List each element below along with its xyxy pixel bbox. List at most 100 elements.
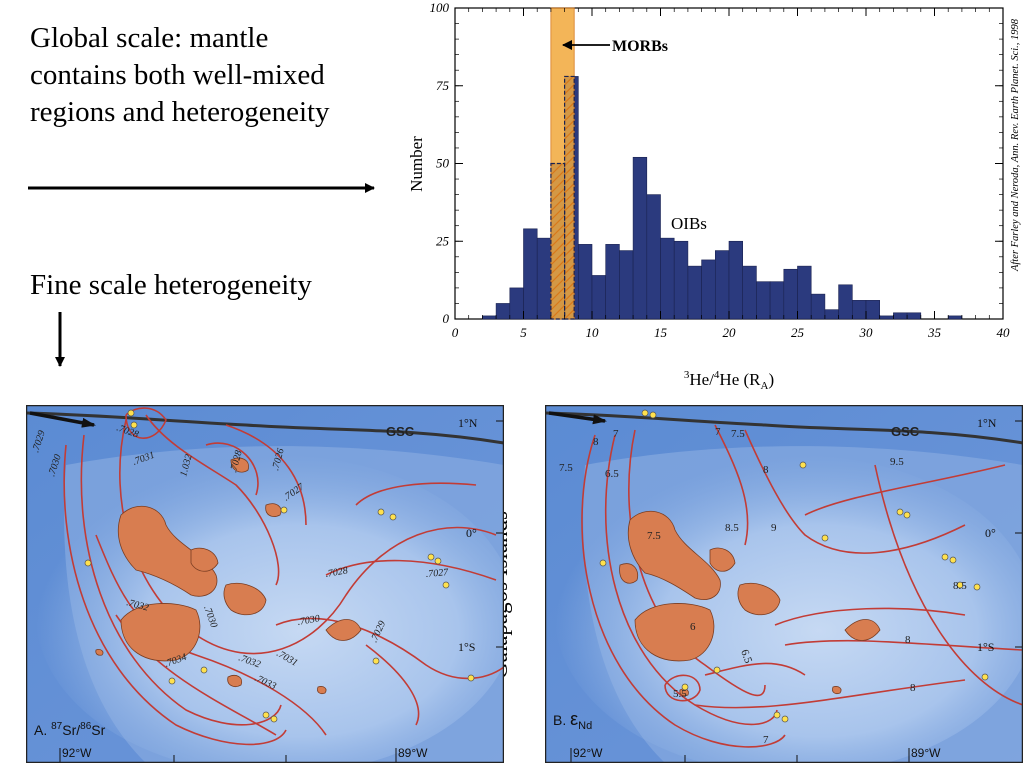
x-tick-label: 35 xyxy=(927,325,942,340)
map-b-islands xyxy=(619,511,881,697)
histogram-bar xyxy=(632,156,648,320)
map-b-lat-labels: 1°N 0° 1°S xyxy=(977,416,997,654)
oibs-label: OIBs xyxy=(671,214,707,233)
map-a-ridge-label: GSC xyxy=(386,424,415,439)
histogram-bar xyxy=(714,250,730,320)
credit-text: After Farley and Neroda, Ann. Rev. Earth… xyxy=(1010,18,1021,272)
contour-label: 5.5 xyxy=(673,688,687,700)
lead-line-3: regions and heterogeneity xyxy=(30,96,330,128)
histogram-bar xyxy=(947,315,963,320)
morbs-label: MORBs xyxy=(612,38,668,55)
morb-hatching xyxy=(550,75,575,320)
x-tick-label: 30 xyxy=(859,325,874,340)
map-nd-isotopes: 8 7 7.5 6.5 7 7.5 8 9.5 7.5 8.5 9 6 6.5 … xyxy=(545,405,1023,763)
histogram-bar xyxy=(865,300,880,320)
y-tick-label: 25 xyxy=(436,233,450,248)
y-tick-label: 75 xyxy=(436,78,450,93)
x-axis-label: 3He/4He (RA) xyxy=(684,369,774,392)
contour-label: 8 xyxy=(763,464,769,476)
x-tick-label: 15 xyxy=(654,325,668,340)
histogram-bar xyxy=(495,303,511,320)
histogram-bar xyxy=(756,281,771,320)
x-tick-label: 0 xyxy=(452,325,459,340)
map-b-contour-labels: 8 7 7.5 6.5 7 7.5 8 9.5 7.5 8.5 9 6 6.5 … xyxy=(559,426,967,746)
lat-1n: 1°N xyxy=(977,416,997,430)
histogram-bar xyxy=(797,265,812,320)
map-a-lon-right: 89°W xyxy=(398,746,428,760)
x-tick-label: 5 xyxy=(520,325,527,340)
contour-label: 7 xyxy=(613,428,619,440)
lat-1n: 1°N xyxy=(458,416,478,430)
histogram-bar xyxy=(605,244,620,320)
map-a-lon-left: 92°W xyxy=(62,746,92,760)
map-a-ticks xyxy=(59,420,504,763)
histogram-bar xyxy=(893,312,908,320)
histogram-bar xyxy=(509,287,524,320)
x-tick-label: 20 xyxy=(723,325,737,340)
x-tick-label: 40 xyxy=(997,325,1011,340)
histogram-bar xyxy=(482,315,497,320)
map-b-frame xyxy=(545,405,1023,763)
contour-label: .7030 xyxy=(297,613,321,628)
y-tick-label: 0 xyxy=(443,311,450,326)
histogram-bar xyxy=(523,228,538,320)
map-b-lon-left: 92°W xyxy=(573,746,603,760)
histogram-bar xyxy=(536,237,552,320)
lead-line-1: Global scale: mantle xyxy=(30,22,269,54)
contour-label: 6.5 xyxy=(738,648,754,665)
contour-label: .7027 xyxy=(425,567,449,580)
map-a-ridge xyxy=(26,411,504,445)
x-tick-label: 25 xyxy=(791,325,805,340)
contour-label: 7.5 xyxy=(731,428,745,440)
histogram-bar xyxy=(838,284,853,320)
contour-label: 7.5 xyxy=(559,462,573,474)
x-tick-label: 10 xyxy=(586,325,600,340)
map-b-contours xyxy=(581,424,1023,748)
map-b-ridge xyxy=(545,411,1023,445)
map-a-islands xyxy=(95,457,362,695)
histogram-bar xyxy=(619,250,634,320)
contour-label: 7.5 xyxy=(647,530,661,542)
contour-label: 8.5 xyxy=(953,580,967,592)
histogram-bar xyxy=(824,309,839,320)
contour-label: 9.5 xyxy=(890,456,904,468)
histogram-bar xyxy=(673,240,689,320)
contour-label: 8.5 xyxy=(725,522,739,534)
lead-line-2: contains both well-mixed xyxy=(30,59,325,91)
histogram-bar xyxy=(660,237,675,320)
map-b-caption: B. εNd xyxy=(553,709,592,732)
lat-1s: 1°S xyxy=(977,640,994,654)
map-b-ticks xyxy=(570,420,1023,763)
helium-histogram: 0 5 10 15 20 25 30 35 40 0 25 50 75 100 Number 3He/4H… xyxy=(407,0,1021,392)
histogram-bar xyxy=(783,268,798,320)
histogram-bar xyxy=(742,265,757,320)
map-b-lon-right: 89°W xyxy=(911,746,941,760)
contour-label: 8 xyxy=(593,436,599,448)
map-a-frame xyxy=(26,405,504,763)
histogram-bar xyxy=(591,275,606,320)
y-axis-label: Number xyxy=(407,136,426,192)
map-b-inset-arrow xyxy=(548,411,607,425)
lat-0: 0° xyxy=(466,526,477,540)
histogram-bar xyxy=(769,281,785,320)
histogram-bar xyxy=(728,240,743,320)
histogram-bar xyxy=(701,259,716,320)
map-b-ridge-label: GSC xyxy=(891,424,920,439)
contour-label: 9 xyxy=(771,522,777,534)
map-a-inset-arrow xyxy=(29,411,96,428)
histogram-bar xyxy=(810,293,826,320)
contour-label: .7028 xyxy=(325,565,349,580)
contour-label: 8 xyxy=(905,634,911,646)
histogram-bar xyxy=(687,265,702,320)
histogram-bar xyxy=(578,244,593,320)
contour-label: 6 xyxy=(690,621,696,633)
y-tick-label: 50 xyxy=(436,156,450,171)
contour-label: 7 xyxy=(763,734,769,746)
map-a-lat-labels: 1°N 0° 1°S xyxy=(458,416,478,654)
lat-0: 0° xyxy=(985,526,996,540)
contour-label: 8 xyxy=(910,682,916,694)
map-b-sample-sites xyxy=(599,409,989,723)
global-scale-text: Global scale: mantle contains both well-… xyxy=(30,20,400,131)
contour-label: 6.5 xyxy=(605,468,619,480)
